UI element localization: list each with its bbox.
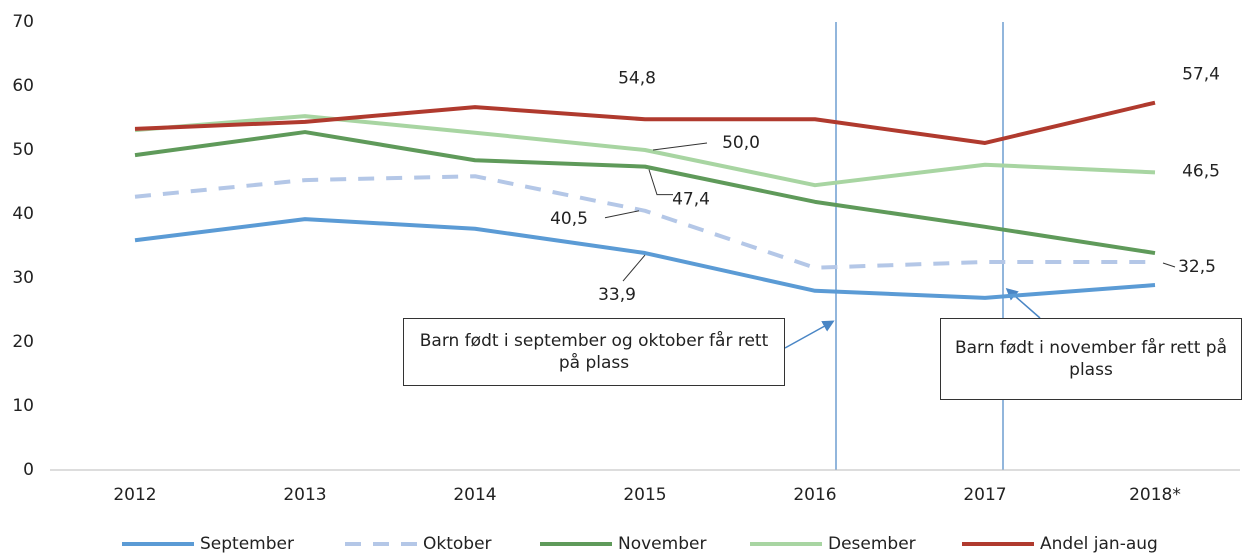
legend-label: Andel jan-aug	[1040, 534, 1158, 554]
annotation-arrow	[784, 320, 835, 349]
x-tick-label: 2017	[963, 485, 1006, 505]
y-tick-label: 30	[12, 268, 34, 288]
x-tick-label: 2014	[453, 485, 496, 505]
data-label: 40,5	[550, 209, 588, 229]
leader-line	[652, 142, 708, 151]
legend-label: September	[200, 534, 294, 554]
annotation: Barn født i november får rett på plass	[940, 318, 1242, 400]
x-tick-label: 2012	[113, 485, 156, 505]
x-tick-label: 2018*	[1129, 485, 1181, 505]
data-label: 50,0	[722, 133, 760, 153]
data-label: 57,4	[1182, 65, 1220, 85]
data-label: 33,9	[598, 285, 636, 305]
series-line	[134, 174, 1155, 270]
leader-line	[1162, 262, 1176, 268]
leader-line	[622, 254, 646, 282]
y-tick-label: 10	[12, 396, 34, 416]
data-label: 54,8	[618, 68, 656, 88]
legend-label: November	[618, 534, 706, 554]
x-tick-label: 2015	[623, 485, 666, 505]
series-line	[134, 114, 1156, 188]
y-tick-label: 60	[12, 76, 34, 96]
x-tick-label: 2016	[793, 485, 836, 505]
legend-label: Oktober	[423, 534, 492, 554]
leader-line	[648, 169, 673, 196]
data-label: 47,4	[672, 190, 710, 210]
x-tick-label: 2013	[283, 485, 326, 505]
series-line	[134, 217, 1156, 300]
series-line	[134, 130, 1156, 256]
annotation: Barn født i september og oktober får ret…	[403, 318, 785, 386]
y-tick-label: 70	[12, 12, 34, 32]
leader-line	[604, 210, 640, 219]
series-line	[134, 100, 1156, 145]
y-tick-label: 20	[12, 332, 34, 352]
y-tick-label: 0	[23, 460, 34, 480]
data-label: 46,5	[1182, 161, 1220, 181]
legend-label: Desember	[828, 534, 916, 554]
data-label: 32,5	[1178, 257, 1216, 277]
y-tick-label: 50	[12, 140, 34, 160]
y-tick-label: 40	[12, 204, 34, 224]
